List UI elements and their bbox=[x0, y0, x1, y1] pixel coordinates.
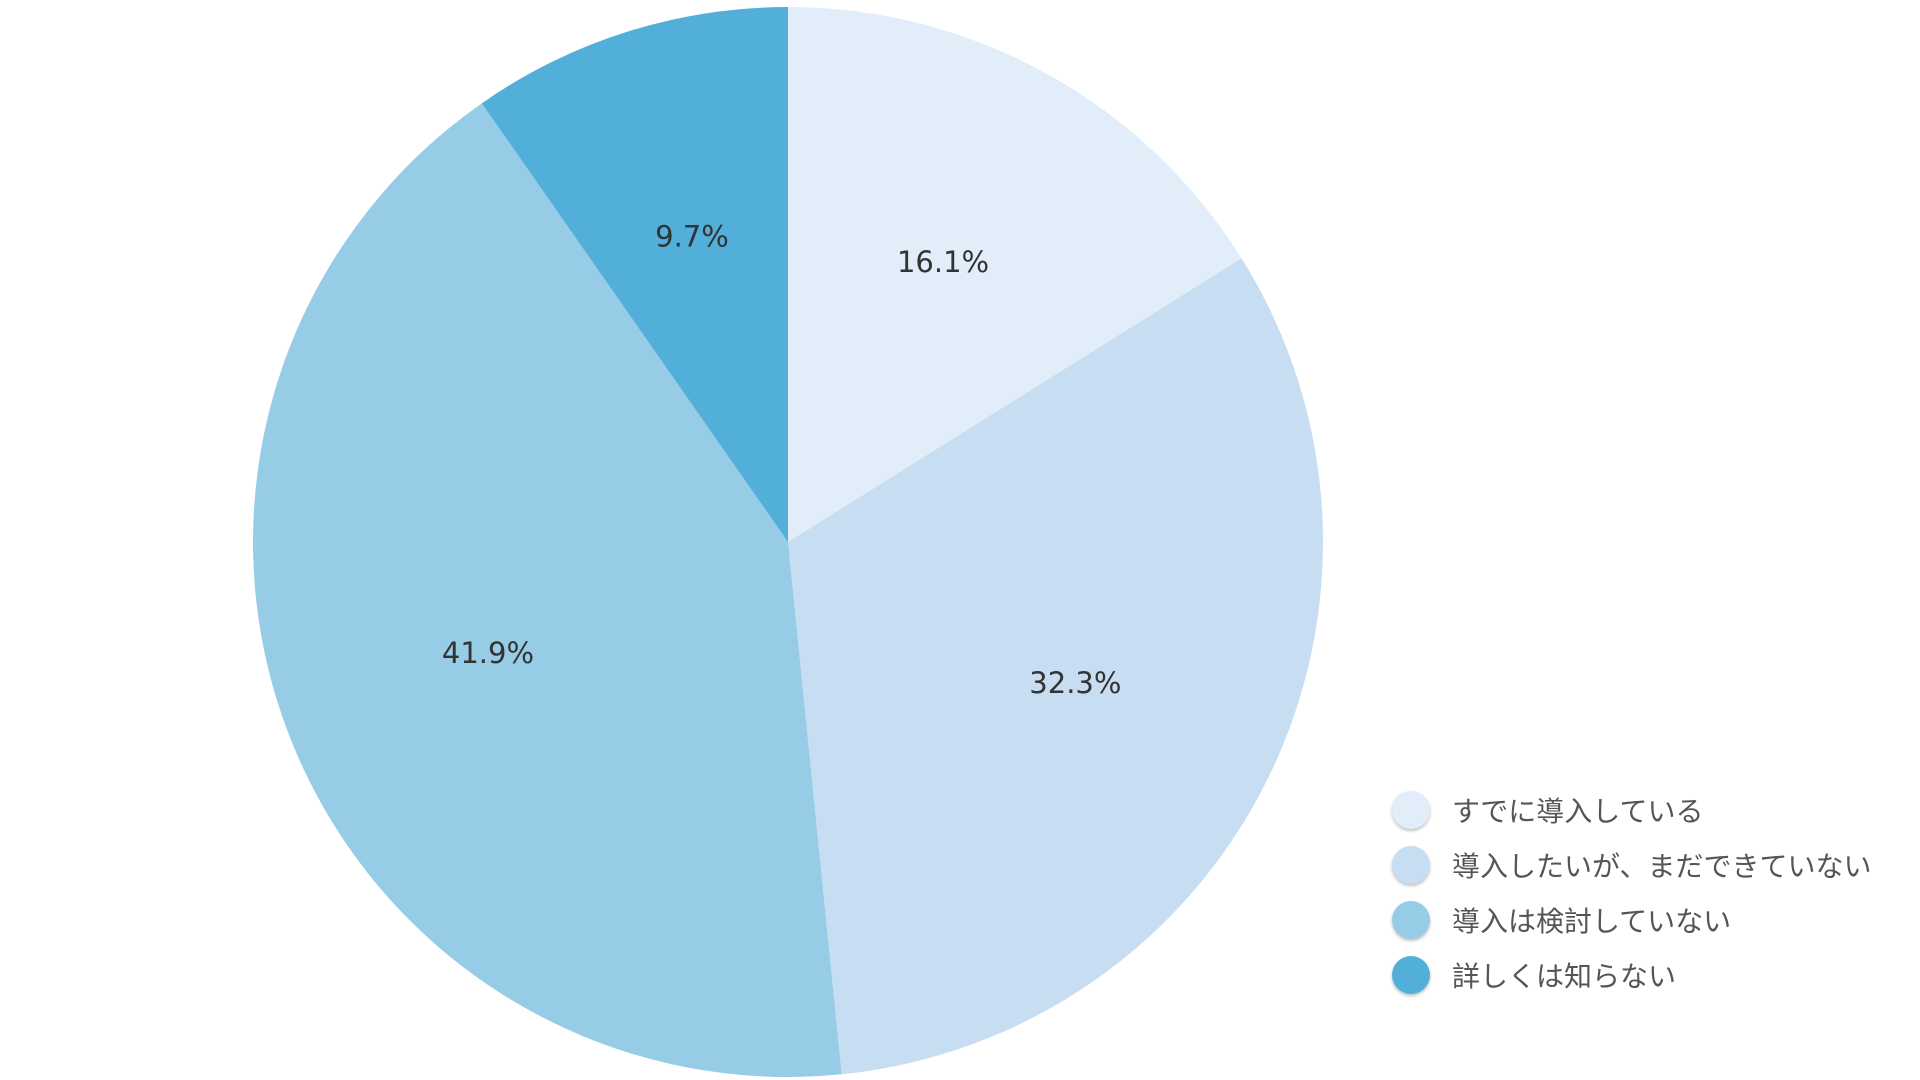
legend-label-1: 導入したいが、まだできていない bbox=[1452, 849, 1872, 883]
slice-value-label-0: 16.1% bbox=[897, 245, 989, 279]
pie-slice-3 bbox=[481, 7, 788, 542]
legend-label-2: 導入は検討していない bbox=[1452, 904, 1732, 938]
legend-swatch-3 bbox=[1392, 955, 1430, 994]
legend-swatch-2 bbox=[1392, 900, 1430, 939]
slice-value-label-2: 41.9% bbox=[442, 636, 534, 670]
legend-item-3: 詳しくは知らない bbox=[1392, 947, 1871, 1002]
legend-item-2: 導入は検討していない bbox=[1392, 892, 1871, 947]
legend-label-3: 詳しくは知らない bbox=[1452, 959, 1677, 993]
pie-slices bbox=[253, 7, 1323, 1077]
pie-slice-2 bbox=[253, 103, 842, 1077]
legend-item-0: すでに導入している bbox=[1392, 782, 1871, 837]
legend-item-1: 導入したいが、まだできていない bbox=[1392, 837, 1871, 892]
legend-swatch-0 bbox=[1392, 790, 1430, 829]
slice-value-label-3: 9.7% bbox=[655, 220, 729, 254]
pie-slice-0 bbox=[788, 7, 1242, 542]
pie-slice-1 bbox=[788, 258, 1323, 1075]
legend-swatch-1 bbox=[1392, 845, 1430, 884]
legend-label-0: すでに導入している bbox=[1452, 794, 1704, 828]
chart-legend: すでに導入している導入したいが、まだできていない 導入は検討していない 詳しくは知ら… bbox=[1392, 782, 1871, 1002]
slice-value-label-1: 32.3% bbox=[1029, 666, 1121, 700]
pie-data-labels: 16.1% 32.3% 41.9% 9.7% bbox=[442, 220, 1122, 700]
